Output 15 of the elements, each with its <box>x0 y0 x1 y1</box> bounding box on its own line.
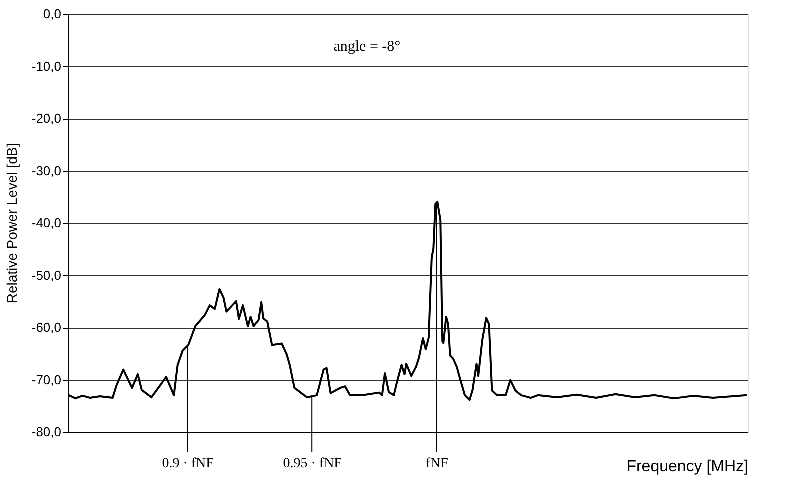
annotation: angle = -8° <box>334 39 401 55</box>
y-tick-label: -20,0 <box>32 111 62 126</box>
y-tick-label: -60,0 <box>32 320 62 335</box>
y-tick-label: -50,0 <box>32 268 62 283</box>
x-tick-label: 0.9 · fNF <box>162 456 214 472</box>
x-tick-label: 0.95 · fNF <box>283 456 342 472</box>
x-axis-title: Frequency [MHz] <box>626 458 748 476</box>
y-tick-label: -70,0 <box>32 372 62 388</box>
y-axis-title: Relative Power Level [dB] <box>4 143 20 304</box>
y-tick-label: -80,0 <box>32 424 62 440</box>
y-tick-label: -30,0 <box>32 163 62 178</box>
x-tick-label: fNF <box>426 456 449 472</box>
y-tick-label: 0,0 <box>43 6 62 22</box>
y-tick-label: -40,0 <box>32 216 62 230</box>
y-tick-label: -10,0 <box>32 58 62 74</box>
